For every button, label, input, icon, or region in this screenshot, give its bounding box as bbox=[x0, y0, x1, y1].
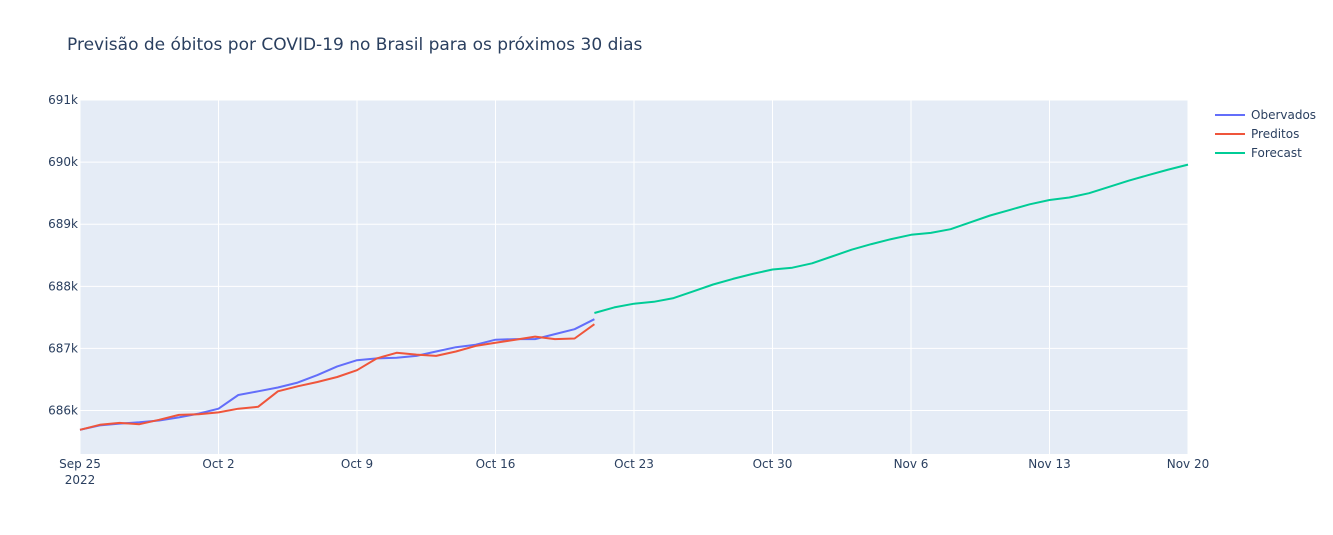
y-tick-label: 686k bbox=[48, 404, 78, 418]
legend-item-obervados[interactable]: Obervados bbox=[1215, 108, 1316, 122]
legend-item-preditos[interactable]: Preditos bbox=[1215, 127, 1299, 141]
x-tick-label: Oct 16 bbox=[476, 457, 516, 471]
legend[interactable]: Obervados Preditos Forecast bbox=[1215, 108, 1316, 160]
legend-label: Preditos bbox=[1251, 127, 1299, 141]
x-tick-label: Oct 23 bbox=[614, 457, 654, 471]
legend-label: Forecast bbox=[1251, 146, 1302, 160]
grid-lines bbox=[79, 99, 1189, 454]
x-tick-sublabel: 2022 bbox=[65, 473, 96, 487]
x-tick-label: Oct 30 bbox=[753, 457, 793, 471]
x-tick-label: Nov 13 bbox=[1028, 457, 1071, 471]
series-line-preditos bbox=[79, 323, 595, 431]
y-axis-ticks: 686k 687k 688k 689k 690k 691k bbox=[48, 93, 78, 418]
legend-item-forecast[interactable]: Forecast bbox=[1215, 146, 1302, 160]
x-tick-label: Oct 9 bbox=[341, 457, 373, 471]
y-tick-label: 690k bbox=[48, 155, 78, 169]
chart-title: Previsão de óbitos por COVID-19 no Brasi… bbox=[67, 35, 643, 55]
x-tick-label: Sep 25 bbox=[59, 457, 101, 471]
y-tick-label: 691k bbox=[48, 93, 78, 107]
y-tick-label: 689k bbox=[48, 217, 78, 231]
x-tick-label: Nov 20 bbox=[1167, 457, 1210, 471]
x-tick-label: Nov 6 bbox=[894, 457, 929, 471]
legend-label: Obervados bbox=[1251, 108, 1316, 122]
series-line-obervados bbox=[79, 318, 595, 431]
series-lines bbox=[79, 163, 1189, 431]
series-line-forecast bbox=[594, 163, 1189, 314]
x-axis-ticks: Sep 25 2022 Oct 2 Oct 9 Oct 16 Oct 23 Oct 30 No… bbox=[59, 457, 1209, 487]
y-tick-label: 688k bbox=[48, 279, 78, 293]
y-tick-label: 687k bbox=[48, 341, 78, 355]
x-tick-label: Oct 2 bbox=[202, 457, 234, 471]
